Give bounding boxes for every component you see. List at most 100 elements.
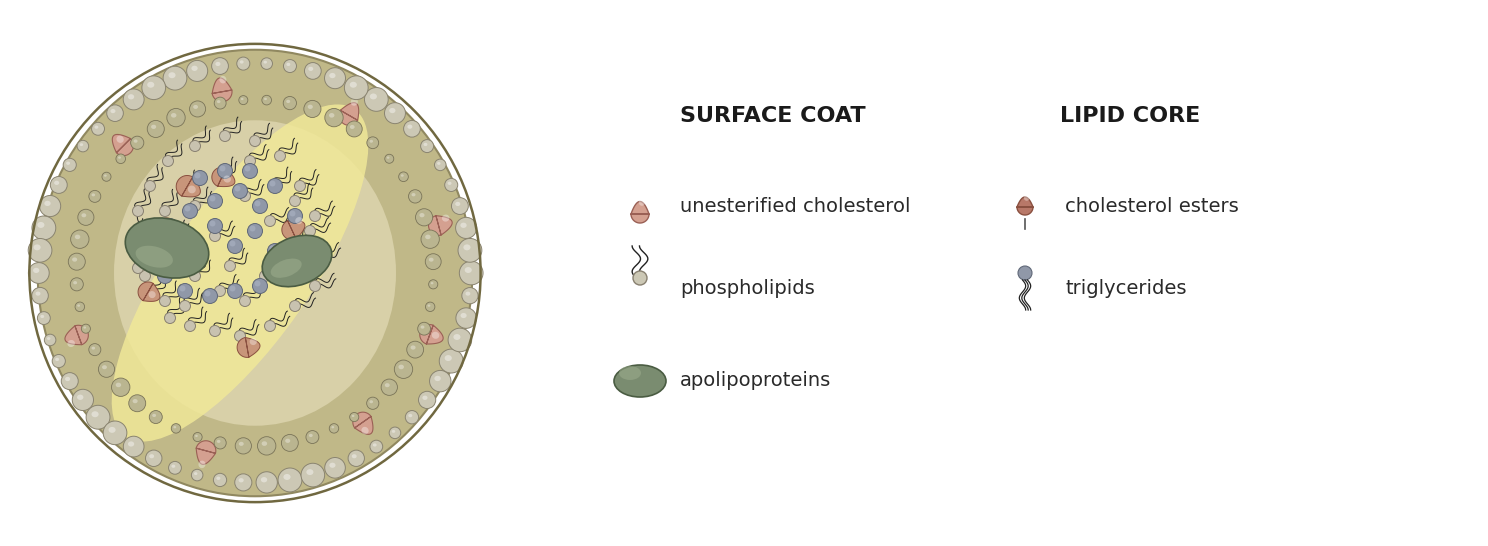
Polygon shape — [429, 216, 452, 235]
Ellipse shape — [91, 411, 98, 417]
Ellipse shape — [257, 437, 275, 455]
Circle shape — [265, 321, 275, 331]
Polygon shape — [420, 325, 443, 344]
Circle shape — [284, 240, 296, 252]
Ellipse shape — [385, 155, 394, 163]
Circle shape — [180, 300, 190, 312]
Circle shape — [269, 246, 275, 252]
Circle shape — [210, 195, 216, 201]
Ellipse shape — [426, 235, 430, 239]
Circle shape — [225, 260, 235, 271]
Ellipse shape — [67, 340, 74, 347]
Ellipse shape — [308, 105, 312, 109]
Ellipse shape — [434, 159, 446, 171]
Ellipse shape — [405, 411, 418, 424]
Circle shape — [159, 205, 171, 217]
Ellipse shape — [423, 396, 427, 400]
Ellipse shape — [116, 135, 124, 143]
Ellipse shape — [149, 291, 156, 298]
Ellipse shape — [31, 287, 48, 304]
Circle shape — [632, 271, 647, 285]
Circle shape — [192, 170, 207, 186]
Circle shape — [217, 163, 232, 179]
Circle shape — [272, 264, 287, 278]
Circle shape — [189, 140, 201, 151]
Ellipse shape — [399, 172, 408, 182]
Circle shape — [259, 270, 271, 282]
Ellipse shape — [371, 440, 382, 453]
Ellipse shape — [460, 223, 467, 228]
Ellipse shape — [107, 105, 124, 122]
Polygon shape — [339, 103, 359, 125]
Ellipse shape — [369, 140, 373, 143]
Ellipse shape — [347, 121, 362, 137]
Ellipse shape — [424, 143, 427, 146]
Ellipse shape — [384, 103, 405, 123]
Circle shape — [165, 221, 171, 227]
Circle shape — [268, 179, 283, 193]
Circle shape — [189, 200, 201, 211]
Ellipse shape — [466, 292, 470, 296]
Ellipse shape — [152, 124, 156, 129]
Circle shape — [235, 330, 246, 341]
Circle shape — [274, 265, 281, 271]
Ellipse shape — [1024, 195, 1030, 201]
Circle shape — [220, 130, 231, 141]
Ellipse shape — [263, 61, 266, 63]
Circle shape — [149, 235, 161, 246]
Ellipse shape — [418, 391, 436, 408]
Ellipse shape — [304, 100, 321, 117]
Circle shape — [268, 244, 283, 258]
Ellipse shape — [308, 67, 314, 71]
Ellipse shape — [74, 235, 80, 239]
Circle shape — [144, 181, 156, 192]
Circle shape — [240, 191, 250, 201]
Ellipse shape — [305, 63, 321, 79]
Ellipse shape — [421, 140, 433, 152]
Polygon shape — [237, 337, 260, 358]
Circle shape — [155, 265, 165, 276]
Ellipse shape — [278, 468, 302, 492]
Text: LIPID CORE: LIPID CORE — [1059, 106, 1201, 126]
Ellipse shape — [301, 463, 324, 487]
Ellipse shape — [131, 136, 144, 149]
Ellipse shape — [73, 389, 94, 411]
Ellipse shape — [125, 218, 208, 278]
Circle shape — [310, 281, 320, 292]
Circle shape — [229, 286, 235, 292]
Ellipse shape — [329, 424, 339, 433]
Polygon shape — [1016, 197, 1033, 215]
Ellipse shape — [286, 100, 290, 103]
Circle shape — [158, 269, 173, 283]
Polygon shape — [196, 441, 216, 465]
Circle shape — [254, 200, 260, 206]
Ellipse shape — [369, 400, 373, 403]
Ellipse shape — [65, 162, 70, 165]
Ellipse shape — [366, 397, 379, 410]
Ellipse shape — [192, 470, 202, 481]
Circle shape — [253, 199, 268, 213]
Ellipse shape — [455, 217, 476, 239]
Text: unesterified cholesterol: unesterified cholesterol — [680, 197, 911, 216]
Ellipse shape — [192, 66, 198, 71]
Ellipse shape — [390, 108, 396, 113]
Circle shape — [253, 278, 268, 294]
Circle shape — [1018, 266, 1033, 280]
Polygon shape — [211, 167, 235, 187]
Ellipse shape — [454, 334, 460, 340]
Ellipse shape — [351, 415, 354, 417]
Circle shape — [202, 288, 217, 304]
Ellipse shape — [286, 63, 290, 66]
Ellipse shape — [271, 259, 302, 278]
Ellipse shape — [448, 182, 451, 185]
Ellipse shape — [426, 254, 440, 270]
Ellipse shape — [37, 222, 45, 228]
Ellipse shape — [241, 98, 244, 100]
Ellipse shape — [240, 442, 244, 446]
Ellipse shape — [51, 176, 67, 193]
Ellipse shape — [351, 98, 357, 106]
Ellipse shape — [171, 424, 180, 433]
Ellipse shape — [65, 377, 70, 381]
Ellipse shape — [237, 57, 250, 70]
Ellipse shape — [385, 383, 390, 387]
